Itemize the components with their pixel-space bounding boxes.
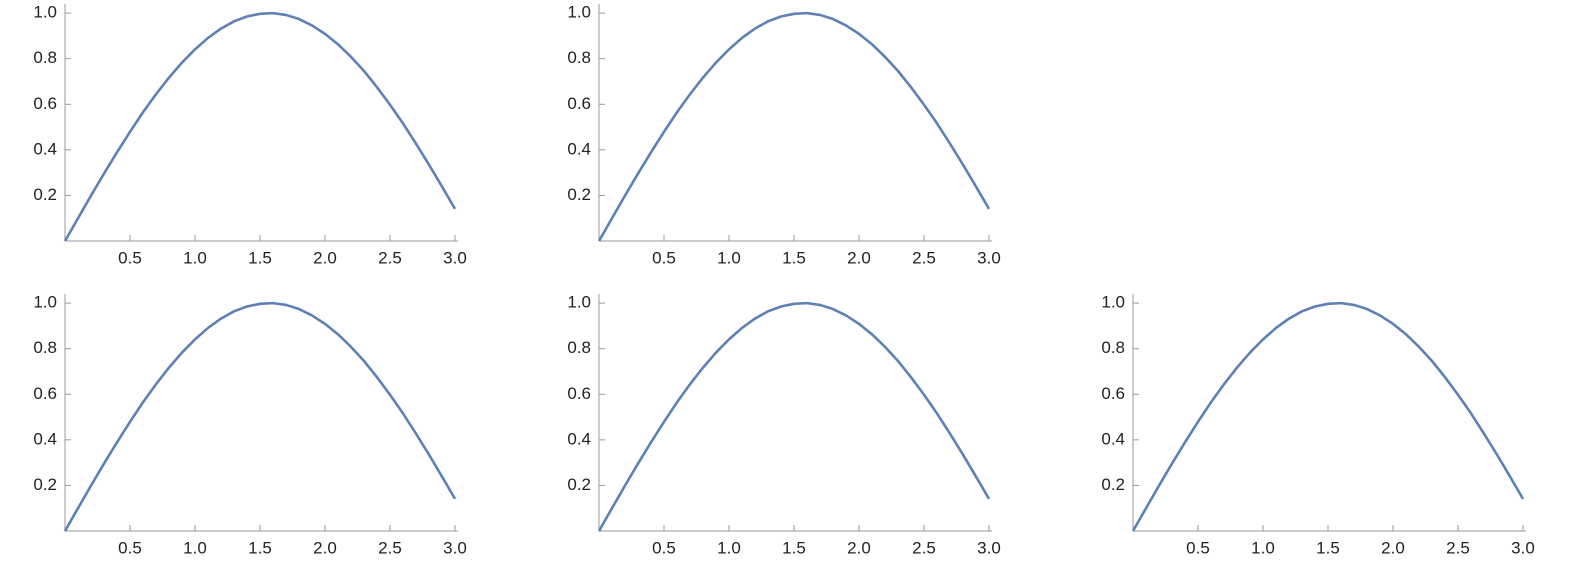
y-tick-label: 0.8: [567, 338, 591, 357]
y-tick-label: 0.8: [1101, 338, 1125, 357]
x-tick-label: 3.0: [1511, 538, 1535, 557]
y-tick-label: 1.0: [33, 3, 57, 22]
x-tick-label: 1.5: [782, 538, 806, 557]
y-tick-label: 0.8: [33, 48, 57, 67]
x-tick-label: 1.0: [183, 538, 207, 557]
x-tick-label: 3.0: [977, 248, 1001, 267]
y-tick-label: 1.0: [567, 3, 591, 22]
x-tick-label: 1.5: [1316, 538, 1340, 557]
x-tick-label: 2.0: [1381, 538, 1405, 557]
y-tick-label: 0.4: [567, 139, 591, 158]
y-tick-label: 0.6: [33, 94, 57, 113]
x-tick-label: 1.5: [782, 248, 806, 267]
y-tick-label: 0.4: [33, 139, 57, 158]
x-tick-label: 2.5: [912, 248, 936, 267]
y-tick-label: 0.2: [33, 185, 57, 204]
x-tick-label: 2.0: [313, 248, 337, 267]
y-tick-label: 0.8: [33, 338, 57, 357]
line: [597, 11, 991, 242]
y-tick-label: 1.0: [1101, 293, 1125, 312]
x-tick-label: 1.0: [717, 538, 741, 557]
y-tick-label: 0.2: [33, 475, 57, 494]
line: [63, 301, 457, 532]
x-tick-label: 2.5: [378, 538, 402, 557]
y-tick-label: 0.6: [567, 94, 591, 113]
y-tick-label: 0.4: [33, 429, 57, 448]
x-tick-label: 1.0: [183, 248, 207, 267]
x-tick-label: 3.0: [977, 538, 1001, 557]
x-tick-label: 1.5: [248, 538, 272, 557]
x-tick-label: 2.5: [912, 538, 936, 557]
x-tick-label: 3.0: [443, 538, 467, 557]
y-tick-label: 0.6: [33, 384, 57, 403]
y-tick-label: 0.6: [1101, 384, 1125, 403]
y-tick-label: 0.2: [567, 185, 591, 204]
y-tick-label: 0.8: [567, 48, 591, 67]
x-tick-label: 0.5: [1186, 538, 1210, 557]
line: [63, 11, 457, 242]
x-tick-label: 0.5: [118, 538, 142, 557]
x-tick-label: 2.0: [847, 248, 871, 267]
x-tick-label: 2.0: [847, 538, 871, 557]
x-tick-label: 0.5: [652, 248, 676, 267]
x-tick-label: 1.5: [248, 248, 272, 267]
x-tick-label: 1.0: [1251, 538, 1275, 557]
y-tick-label: 0.2: [567, 475, 591, 494]
line: [1131, 301, 1525, 532]
y-tick-label: 0.2: [1101, 475, 1125, 494]
x-tick-label: 0.5: [118, 248, 142, 267]
y-tick-label: 1.0: [33, 293, 57, 312]
x-tick-label: 0.5: [652, 538, 676, 557]
x-tick-label: 2.5: [1446, 538, 1470, 557]
y-tick-label: 0.6: [567, 384, 591, 403]
x-tick-label: 3.0: [443, 248, 467, 267]
y-tick-label: 0.4: [567, 429, 591, 448]
y-tick-label: 0.4: [1101, 429, 1125, 448]
x-tick-label: 1.0: [717, 248, 741, 267]
line: [597, 301, 991, 532]
y-tick-label: 1.0: [567, 293, 591, 312]
x-tick-label: 2.5: [378, 248, 402, 267]
x-tick-label: 2.0: [313, 538, 337, 557]
